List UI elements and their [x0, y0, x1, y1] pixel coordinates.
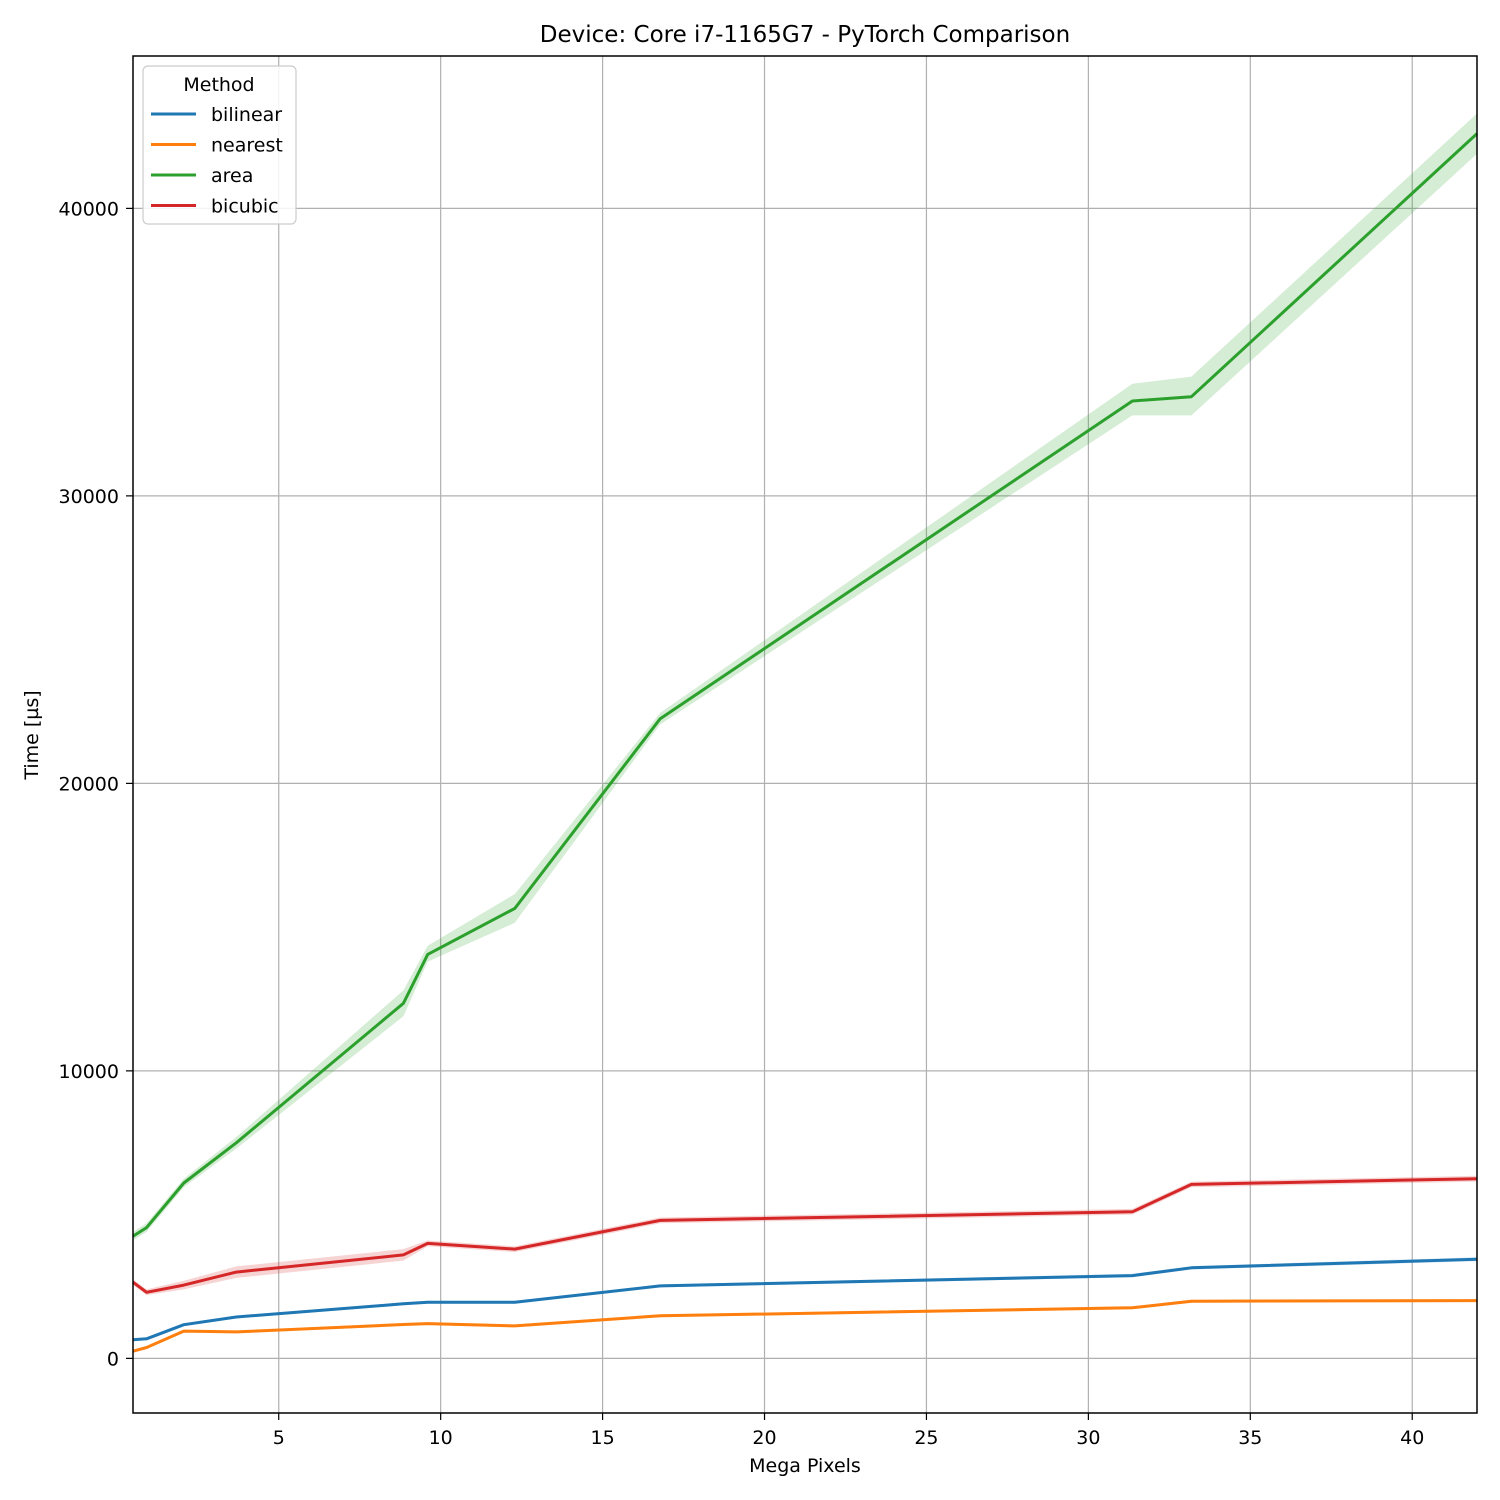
legend-label-bilinear: bilinear: [211, 104, 282, 126]
x-tick-label: 15: [590, 1427, 614, 1449]
series-line-bilinear: [132, 1257, 1478, 1342]
x-tick-label: 30: [1076, 1427, 1100, 1449]
gridlines: [133, 56, 1477, 1413]
x-axis-ticks: 5 10 15 20 25 30 35 40: [273, 1413, 1424, 1449]
y-tick-label: 40000: [59, 198, 119, 220]
band-bicubic: [133, 1175, 1477, 1296]
legend: Method bilinear nearest area bicubic: [142, 65, 297, 225]
legend-title: Method: [183, 74, 254, 96]
legend-label-area: area: [211, 165, 253, 187]
x-tick-label: 25: [914, 1427, 938, 1449]
band-area: [133, 113, 1477, 1241]
y-axis-title: Time [µs]: [21, 690, 43, 780]
x-axis-title: Mega Pixels: [749, 1455, 861, 1477]
plot-background: [133, 56, 1477, 1413]
x-tick-label: 10: [429, 1427, 453, 1449]
legend-items: bilinear nearest area bicubic: [151, 104, 283, 218]
series-line-nearest: [132, 1299, 1478, 1353]
series-line-bicubic: [132, 1177, 1478, 1294]
series-lines: [132, 132, 1479, 1353]
plot-area: [132, 55, 1479, 1414]
legend-label-nearest: nearest: [211, 135, 283, 157]
y-tick-label: 0: [107, 1348, 119, 1370]
series-line-area: [132, 132, 1479, 1238]
x-tick-label: 40: [1400, 1427, 1424, 1449]
x-tick-label: 20: [752, 1427, 776, 1449]
y-tick-label: 10000: [59, 1061, 119, 1083]
legend-label-bicubic: bicubic: [211, 196, 279, 218]
legend-box: [142, 65, 297, 225]
y-tick-label: 30000: [59, 486, 119, 508]
x-tick-label: 5: [273, 1427, 285, 1449]
y-axis-ticks: 0 10000 20000 30000 40000: [59, 198, 133, 1370]
chart-title: Device: Core i7-1165G7 - PyTorch Compari…: [540, 22, 1070, 48]
x-tick-label: 35: [1238, 1427, 1262, 1449]
plot-frame: [132, 55, 1478, 1414]
y-tick-label: 20000: [59, 773, 119, 795]
